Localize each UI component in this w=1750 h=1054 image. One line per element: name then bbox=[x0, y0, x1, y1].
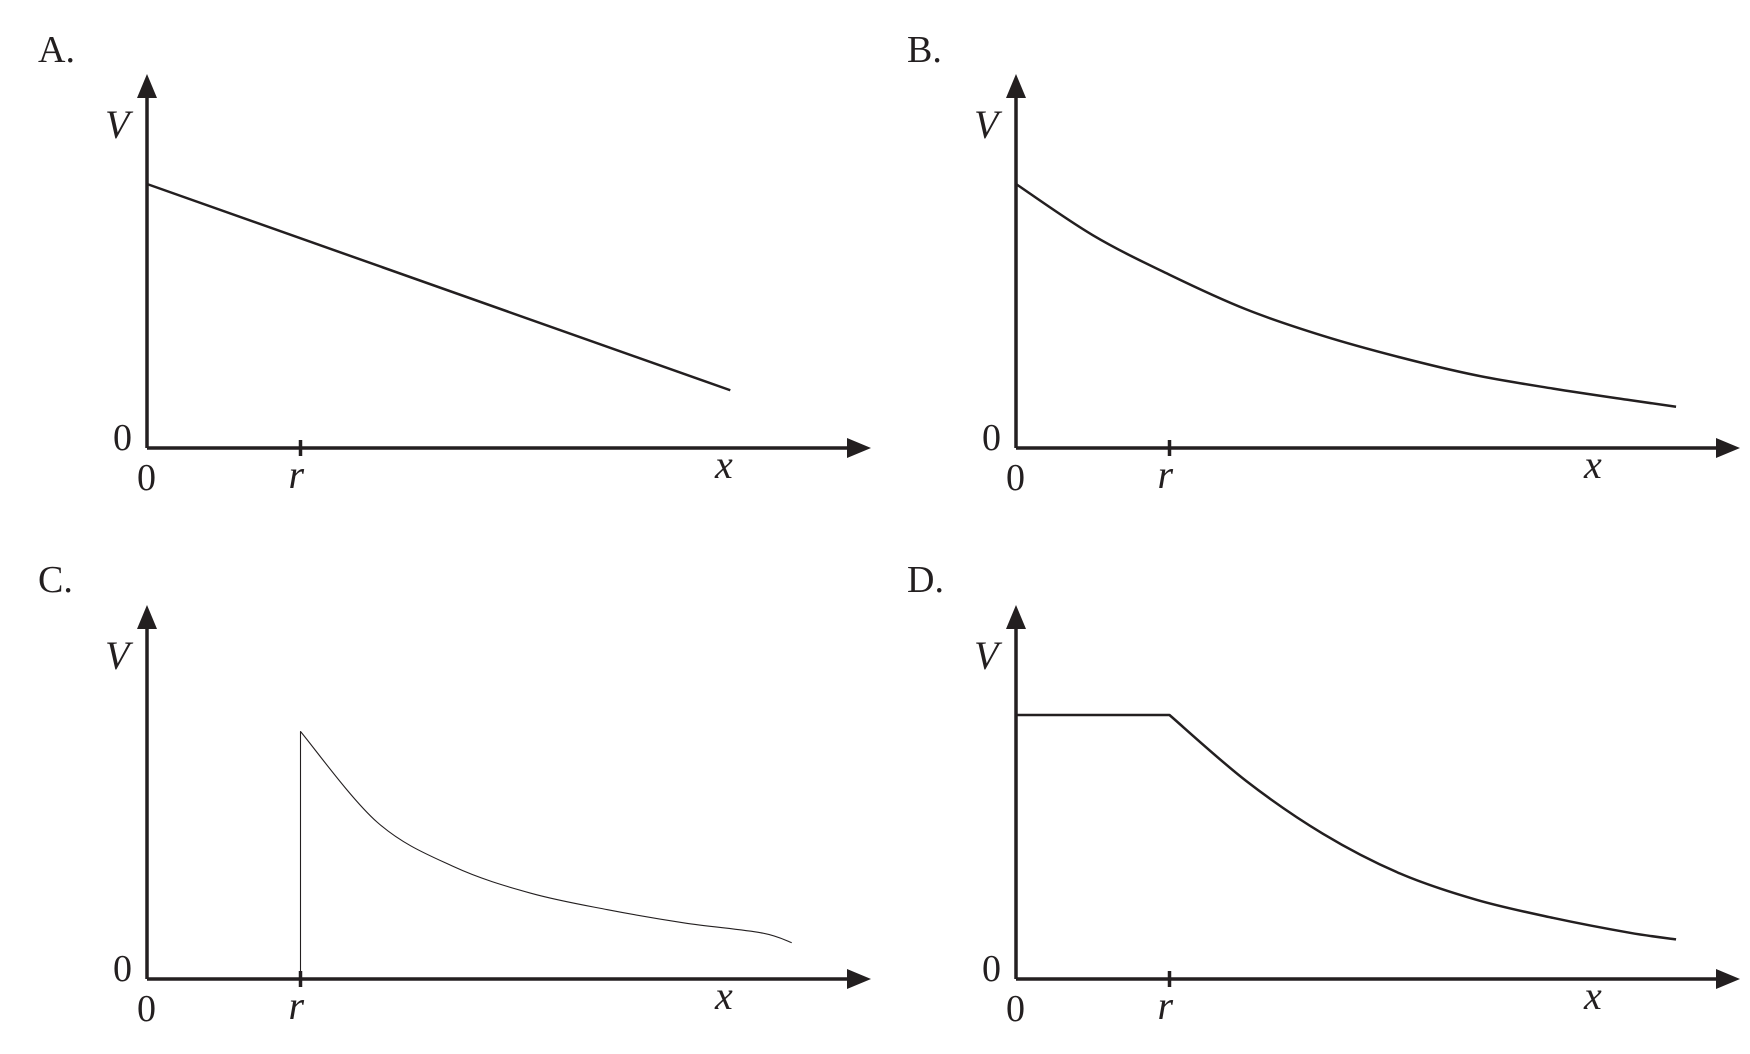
x-origin-tick-label: 0 bbox=[137, 457, 156, 499]
y-axis-label: V bbox=[105, 102, 134, 147]
y-origin-tick-label: 0 bbox=[982, 417, 1001, 459]
y-origin-tick-label: 0 bbox=[113, 948, 132, 990]
r-tick-label: r bbox=[1158, 452, 1174, 497]
y-axis-arrowhead bbox=[1006, 605, 1026, 629]
y-axis-arrowhead bbox=[137, 605, 157, 629]
y-origin-tick-label: 0 bbox=[113, 417, 132, 459]
panel-label: A. bbox=[38, 29, 75, 71]
panel-label: B. bbox=[907, 29, 942, 71]
x-axis-arrowhead bbox=[1716, 969, 1740, 989]
y-axis-label: V bbox=[974, 633, 1003, 678]
x-axis-arrowhead bbox=[1716, 438, 1740, 458]
r-tick-label: r bbox=[1158, 983, 1174, 1028]
series-line bbox=[299, 730, 792, 979]
panel-label: C. bbox=[38, 559, 73, 601]
y-axis-label: V bbox=[105, 633, 134, 678]
y-axis-label: V bbox=[974, 102, 1003, 147]
series-line bbox=[1015, 182, 1677, 408]
y-origin-tick-label: 0 bbox=[982, 948, 1001, 990]
panel-a: A. Vx 00 r bbox=[38, 29, 871, 499]
panel-d: D. Vx 00 r bbox=[907, 559, 1740, 1030]
r-tick-label: r bbox=[289, 452, 305, 497]
y-axis-arrowhead bbox=[1006, 74, 1026, 98]
series-line bbox=[146, 182, 731, 392]
x-axis-arrowhead bbox=[847, 969, 871, 989]
x-axis-label: x bbox=[714, 973, 733, 1018]
panel-label: D. bbox=[907, 559, 944, 601]
x-origin-tick-label: 0 bbox=[1006, 988, 1025, 1030]
x-axis-label: x bbox=[714, 442, 733, 487]
panel-b: B. Vx 00 r bbox=[907, 29, 1740, 499]
x-axis-arrowhead bbox=[847, 438, 871, 458]
r-tick-label: r bbox=[289, 983, 305, 1028]
x-origin-tick-label: 0 bbox=[137, 988, 156, 1030]
panel-c: C. Vx 00 r bbox=[38, 559, 871, 1030]
x-axis-label: x bbox=[1583, 442, 1602, 487]
x-axis-label: x bbox=[1583, 973, 1602, 1018]
series-line bbox=[1016, 713, 1677, 941]
y-axis-arrowhead bbox=[137, 74, 157, 98]
x-origin-tick-label: 0 bbox=[1006, 457, 1025, 499]
